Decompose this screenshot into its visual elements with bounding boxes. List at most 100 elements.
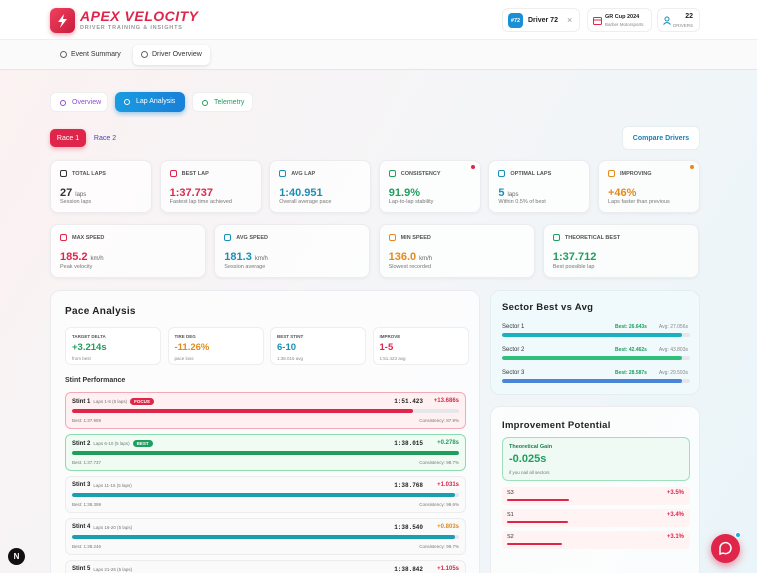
tab-icon xyxy=(60,51,67,58)
stat-card: IMPROVING +46% Laps faster than previous xyxy=(598,160,700,213)
improvement-panel: Improvement Potential Theoretical Gain -0.… xyxy=(490,406,700,573)
chat-icon xyxy=(719,541,732,556)
metric-value: +3.214s xyxy=(72,342,107,353)
pace-panel: Pace Analysis TARGET DELTA +3.214s from bes… xyxy=(50,290,480,573)
stat-label: CONSISTENCY xyxy=(400,171,441,177)
stat-icon xyxy=(388,170,396,177)
stat-card: BEST LAP 1:37.737 Fastest lap time achieve… xyxy=(159,160,262,213)
stint-best: Best: 1:38.246 xyxy=(72,544,102,549)
improvement-value: +3.5% xyxy=(666,490,684,496)
driver-chip[interactable]: #72 Driver 72 × xyxy=(502,8,580,32)
stat-dot xyxy=(690,165,694,169)
stat-icon xyxy=(60,170,67,177)
stat-card: AVG SPEED 181.3 km/h Session average xyxy=(214,224,371,278)
logo-icon[interactable] xyxy=(50,8,75,33)
improvement-row: S3 +3.5% xyxy=(502,487,690,505)
sector-avg: Avg: 27.056s xyxy=(658,324,688,330)
header: APEX VELOCITY DRIVER TRAINING & INSIGHTS… xyxy=(0,0,757,40)
improvement-title: Improvement Potential xyxy=(502,420,611,431)
sub-tab[interactable]: Overview xyxy=(50,92,108,112)
event-chip[interactable]: GR Cup 2024 Barber Motorsports xyxy=(587,8,652,32)
stat-value: 181.3 xyxy=(224,251,252,263)
stat-value-row: 1:37.712 xyxy=(553,247,596,265)
stat-unit: laps xyxy=(75,192,87,198)
tab-bar: Event Summary Driver Overview xyxy=(0,40,757,70)
stat-value: 185.2 xyxy=(60,251,88,263)
stat-label: MIN SPEED xyxy=(400,235,431,241)
gain-label: Theoretical Gain xyxy=(509,444,553,450)
stat-note: Fastest lap time achieved xyxy=(169,199,232,205)
stint-track xyxy=(72,409,459,413)
stat-note: Lap-to-lap stability xyxy=(388,199,434,205)
improvement-value: +3.4% xyxy=(666,512,684,518)
compare-button[interactable]: Compare Drivers xyxy=(622,126,700,150)
stat-note: Peak velocity xyxy=(60,264,93,270)
sub-tab-icon xyxy=(60,100,66,106)
improvement-name: S1 xyxy=(507,512,514,518)
improvement-bar xyxy=(507,499,570,501)
stat-icon xyxy=(224,234,232,241)
stat-note: Laps faster than previous xyxy=(608,199,670,205)
metric-label: TIRE DEG xyxy=(174,334,196,339)
stat-note: Overall average pace xyxy=(279,199,332,205)
stint-track xyxy=(72,535,459,539)
sector-track xyxy=(502,379,690,383)
stat-label: MAX SPEED xyxy=(72,235,105,241)
stat-value-row: +46% xyxy=(608,183,636,201)
improvement-name: S2 xyxy=(507,534,514,540)
stat-icon xyxy=(60,234,67,241)
stat-card: CONSISTENCY 91.9% Lap-to-lap stability xyxy=(378,160,481,213)
stint-bar xyxy=(72,535,456,539)
race-button[interactable]: Race 2 xyxy=(93,134,117,142)
stint-bar xyxy=(72,493,456,497)
stint-row: Stint 2 Laps 6-10 (5 laps) BEST 1:38.015 +0.… xyxy=(65,434,466,471)
stat-unit: km/h xyxy=(254,256,268,262)
stint-laps: Laps 6-10 (5 laps) xyxy=(93,441,130,446)
driver-clear[interactable]: × xyxy=(567,15,573,25)
stint-laps: Laps 1-5 (5 laps) xyxy=(93,399,128,404)
stint-track xyxy=(72,493,459,497)
stat-value-row: 136.0 km/h xyxy=(389,247,433,265)
stint-head: Stint 4 Laps 16-20 (5 laps) xyxy=(72,524,132,530)
stat-icon xyxy=(388,234,396,241)
stint-head: Stint 5 Laps 21-25 (5 laps) xyxy=(72,566,132,572)
stint-name: Stint 3 xyxy=(72,482,91,488)
stat-value: 136.0 xyxy=(388,251,417,263)
chat-button[interactable] xyxy=(711,532,741,563)
race-button[interactable]: Race 1 xyxy=(50,129,86,147)
stat-note: Slowest recorded xyxy=(388,264,432,270)
sector-avg: Avg: 43.803s xyxy=(658,347,688,353)
stint-badge: FOCUS xyxy=(130,398,154,405)
stint-track xyxy=(72,451,459,455)
logo-glyph xyxy=(58,14,67,28)
calendar-icon xyxy=(593,17,602,25)
chat-dot xyxy=(735,532,741,538)
stat-card: MAX SPEED 185.2 km/h Peak velocity xyxy=(50,224,206,278)
dev-badge[interactable]: N xyxy=(8,548,25,565)
sector-best: Best: 42.462s xyxy=(615,347,647,353)
logo-text: APEX VELOCITY xyxy=(80,8,199,24)
stint-row: Stint 3 Laps 11-15 (5 laps) 1:38.768 +1.031… xyxy=(65,476,466,513)
metric-note: from best xyxy=(72,356,91,361)
stat-label: IMPROVING xyxy=(620,171,652,177)
stat-icon xyxy=(498,170,506,177)
stint-delta: +0.803s xyxy=(437,524,459,530)
stint-head: Stint 3 Laps 11-15 (5 laps) xyxy=(72,482,132,488)
stint-title: Stint Performance xyxy=(65,377,126,384)
stat-icon xyxy=(279,170,287,177)
sector-panel: Sector Best vs Avg Sector 1 Best: 26.643s A… xyxy=(490,290,700,395)
stat-note: Within 0.5% of best xyxy=(498,199,546,205)
sector-title: Sector Best vs Avg xyxy=(502,302,594,313)
sector-name: Sector 1 xyxy=(502,324,525,330)
nav-tab[interactable]: Event Summary xyxy=(52,45,126,65)
sector-avg: Avg: 29.593s xyxy=(658,370,688,376)
metric-label: TARGET DELTA xyxy=(72,334,106,339)
sub-tab[interactable]: Lap Analysis xyxy=(115,92,185,112)
pace-title: Pace Analysis xyxy=(65,306,136,317)
stat-value-row: 91.9% xyxy=(389,183,420,201)
stat-label: OPTIMAL LAPS xyxy=(510,171,552,177)
nav-tab[interactable]: Driver Overview xyxy=(133,45,210,65)
stint-delta: +1.031s xyxy=(437,482,459,488)
sub-tab[interactable]: Telemetry xyxy=(192,92,253,112)
